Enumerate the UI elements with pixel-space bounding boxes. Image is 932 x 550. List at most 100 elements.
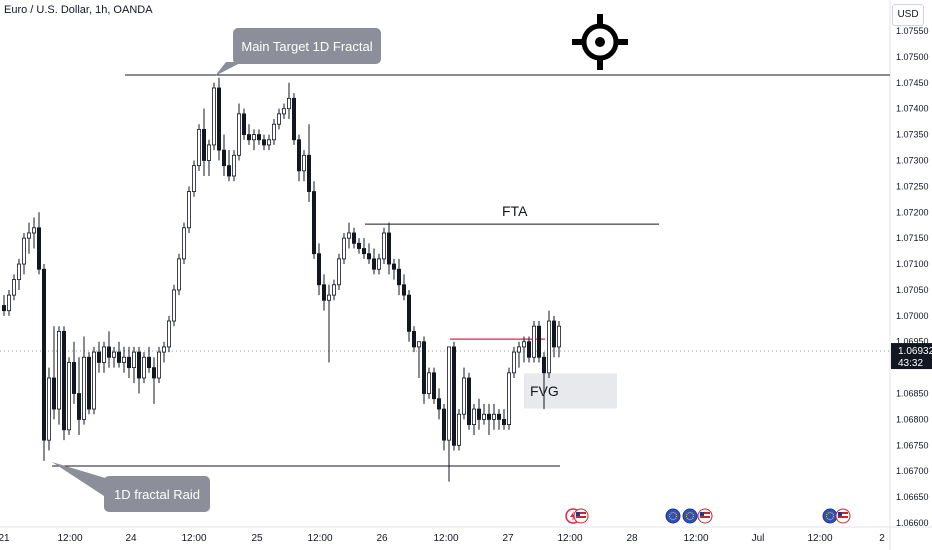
candle-body xyxy=(321,284,326,301)
x-tick-label: 12:00 xyxy=(557,533,582,544)
candles-group xyxy=(2,77,562,482)
candle-body xyxy=(221,149,226,167)
candle-body xyxy=(542,356,547,374)
candle-body xyxy=(181,227,186,260)
y-tick-label: 1.06650 xyxy=(896,492,929,502)
candle-body xyxy=(461,377,466,415)
y-axis-ticks: 1.07550 1.07500 1.07450 1.07400 1.07350 1.073… xyxy=(896,26,929,528)
candle-body xyxy=(131,351,136,369)
candle-body xyxy=(522,341,527,348)
candle-body xyxy=(246,134,251,141)
candle-body xyxy=(356,242,361,249)
main-target-callout-text: Main Target 1D Fractal xyxy=(241,39,372,54)
y-tick-label: 1.07100 xyxy=(896,259,929,269)
y-tick-label: 1.06600 xyxy=(896,518,929,528)
eu-flag-icon[interactable] xyxy=(822,508,838,524)
candle-countdown: 43:32 xyxy=(898,358,923,369)
candle-body xyxy=(2,305,7,312)
candle-body xyxy=(251,134,256,141)
candle-body xyxy=(112,351,117,358)
candle-body xyxy=(21,237,26,265)
y-tick-label: 1.07200 xyxy=(896,207,929,217)
y-tick-label: 1.07050 xyxy=(896,285,929,295)
candle-body xyxy=(62,330,67,431)
eu-flag-icon[interactable] xyxy=(665,508,681,524)
candle-body xyxy=(436,398,441,410)
candle-body xyxy=(266,139,271,146)
x-tick-label: 12:00 xyxy=(307,533,332,544)
candle-body xyxy=(366,253,371,260)
y-tick-label: 1.07500 xyxy=(896,52,929,62)
candle-body xyxy=(156,351,161,379)
candle-body xyxy=(281,108,286,115)
fta-label: FTA xyxy=(502,203,528,219)
candle-body xyxy=(416,341,421,348)
candle-body xyxy=(346,232,351,239)
us-flag-icon[interactable] xyxy=(835,508,851,524)
eu-flag-icon[interactable] xyxy=(682,508,698,524)
candle-body xyxy=(496,413,501,420)
y-tick-label: 1.07150 xyxy=(896,233,929,243)
candle-body xyxy=(136,351,141,379)
candle-body xyxy=(201,128,206,161)
candle-body xyxy=(236,113,241,156)
candle-body xyxy=(431,372,436,400)
x-tick-label: 12:00 xyxy=(433,533,458,544)
candle-body xyxy=(376,258,381,270)
main-target-callout[interactable]: Main Target 1D Fractal xyxy=(215,28,381,76)
candle-body xyxy=(331,284,336,296)
candle-body xyxy=(506,372,511,425)
candle-body xyxy=(37,227,42,270)
candle-body xyxy=(52,377,57,410)
candle-body xyxy=(161,346,166,353)
candle-body xyxy=(276,113,281,125)
candle-body xyxy=(527,341,532,358)
candle-body xyxy=(552,320,557,348)
y-tick-label: 1.06950 xyxy=(896,337,929,347)
current-price-value: 1.06932 xyxy=(898,346,932,357)
candle-body xyxy=(547,320,552,374)
candle-body xyxy=(191,165,196,192)
candle-body xyxy=(341,237,346,260)
candle-body xyxy=(107,346,112,358)
y-tick-label: 1.06700 xyxy=(896,466,929,476)
candle-body xyxy=(396,268,401,286)
x-axis-ticks: 21 12:00 24 12:00 25 12:00 26 12:00 27 12:00 28 12:… xyxy=(0,533,885,544)
y-tick-label: 1.06750 xyxy=(896,440,929,450)
candle-body xyxy=(311,191,316,255)
raid-callout[interactable]: 1D fractal Raid xyxy=(52,462,210,512)
x-tick-label: 12:00 xyxy=(57,533,82,544)
candle-body xyxy=(226,165,231,177)
current-price-tag-box xyxy=(891,343,932,370)
candle-body xyxy=(122,356,127,363)
fvg-zone[interactable] xyxy=(524,373,617,409)
candle-body xyxy=(326,294,331,301)
candle-body xyxy=(141,356,146,379)
currency-button[interactable]: USD xyxy=(892,4,924,26)
candle-body xyxy=(146,356,151,369)
candle-body xyxy=(481,413,486,420)
x-tick-label: 2 xyxy=(879,533,885,544)
candle-body xyxy=(216,87,221,151)
current-price-tag[interactable]: 1.06932 43:32 xyxy=(891,343,932,370)
us-flag-icon[interactable] xyxy=(697,508,713,524)
candle-body xyxy=(401,284,406,296)
candle-body xyxy=(476,408,481,420)
raid-callout-box xyxy=(104,476,210,512)
candle-body xyxy=(47,377,52,441)
candle-body xyxy=(517,346,522,353)
us-flag-icon[interactable] xyxy=(573,508,589,524)
candle-body xyxy=(11,279,16,296)
candle-body xyxy=(512,351,517,374)
candle-body xyxy=(466,377,471,425)
chart-title: Euro / U.S. Dollar, 1h, OANDA xyxy=(4,4,153,16)
candle-body xyxy=(256,134,261,141)
candle-body xyxy=(271,123,276,141)
candle-body xyxy=(231,154,236,177)
candle-body xyxy=(16,263,21,280)
raid-callout-text: 1D fractal Raid xyxy=(114,487,200,502)
candle-body xyxy=(211,87,216,146)
candle-body xyxy=(557,325,562,348)
x-tick-label: 25 xyxy=(251,533,263,544)
